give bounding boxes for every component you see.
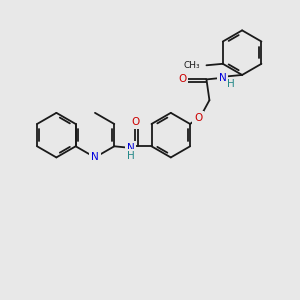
- Text: N: N: [91, 152, 99, 162]
- Text: H: H: [227, 80, 235, 89]
- Text: O: O: [178, 74, 186, 84]
- Text: H: H: [127, 151, 134, 161]
- Text: N: N: [219, 73, 227, 83]
- Text: CH₃: CH₃: [183, 61, 200, 70]
- Text: N: N: [127, 143, 134, 153]
- Text: O: O: [194, 113, 202, 123]
- Text: O: O: [131, 117, 139, 127]
